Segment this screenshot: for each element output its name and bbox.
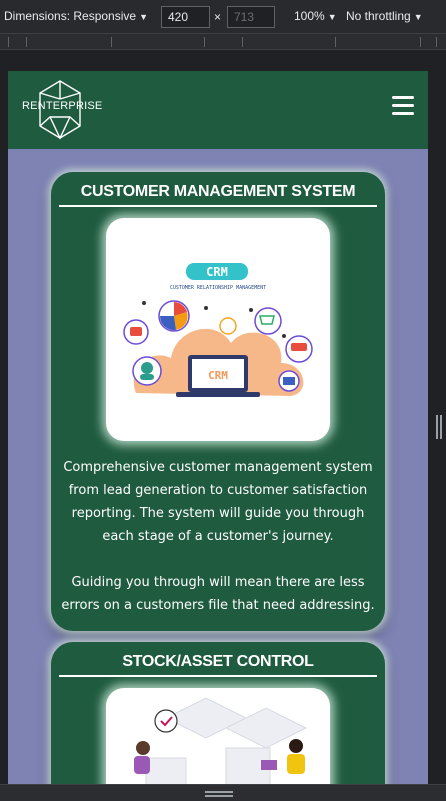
- crm-screen-text: CRM: [208, 369, 228, 382]
- chevron-down-icon: ▼: [413, 12, 423, 22]
- throttling-dropdown[interactable]: No throttling ▼: [346, 9, 423, 23]
- hamburger-bar: [392, 112, 414, 115]
- page-viewport: RENTERPRISE CUSTOMER MANAGEMENT SYSTEM C…: [8, 71, 428, 784]
- devtools-toolbar: Dimensions: Responsive ▼ 420 × 713 100% ▼ …: [0, 0, 446, 34]
- crm-subtitle-text: CUSTOMER RELATIONSHIP MANAGEMENT: [170, 285, 266, 291]
- logo-text: RENTERPRISE: [22, 100, 103, 112]
- hamburger-bar: [392, 104, 414, 107]
- service-card-stock: STOCK/ASSET CONTROL: [51, 642, 385, 784]
- stock-illustration: [106, 688, 330, 784]
- throttling-label: No throttling: [346, 9, 411, 23]
- width-input[interactable]: 420: [161, 6, 210, 28]
- chevron-down-icon: ▼: [139, 12, 148, 22]
- card-description: Comprehensive customer management system…: [59, 456, 377, 617]
- height-input[interactable]: 713: [227, 6, 275, 28]
- zoom-label: 100%: [294, 9, 325, 23]
- crm-badge-text: CRM: [206, 265, 228, 279]
- site-logo[interactable]: RENTERPRISE: [22, 79, 103, 141]
- dimensions-dropdown[interactable]: Dimensions: Responsive ▼: [4, 9, 148, 23]
- crm-illustration: CRM CUSTOMER RELATIONSHIP MANAGEMENT CRM: [106, 218, 330, 441]
- card-title: STOCK/ASSET CONTROL: [122, 653, 314, 670]
- resize-handle-side[interactable]: [436, 415, 438, 439]
- title-divider: [59, 675, 377, 677]
- devtools-bottom-bar: [0, 784, 446, 801]
- zoom-dropdown[interactable]: 100% ▼: [294, 9, 337, 23]
- menu-button[interactable]: [392, 96, 414, 116]
- logo-icon: [39, 80, 81, 140]
- dimensions-label: Dimensions: Responsive: [4, 9, 137, 23]
- crm-illustration-graphic: CRM CUSTOMER RELATIONSHIP MANAGEMENT CRM: [123, 263, 313, 397]
- times-symbol: ×: [214, 10, 222, 24]
- card-paragraph: Comprehensive customer management system…: [63, 460, 373, 544]
- hamburger-bar: [392, 96, 414, 99]
- resize-handle-bottom[interactable]: [205, 791, 233, 793]
- service-card-crm: CUSTOMER MANAGEMENT SYSTEM CRM CUSTOMER …: [51, 172, 385, 631]
- card-paragraph: Guiding you through will mean there are …: [61, 575, 375, 613]
- media-query-ruler: [0, 34, 446, 50]
- title-divider: [59, 205, 377, 207]
- site-navbar: RENTERPRISE: [8, 71, 428, 149]
- chevron-down-icon: ▼: [327, 12, 337, 22]
- stock-illustration-graphic: [134, 697, 308, 784]
- card-title: CUSTOMER MANAGEMENT SYSTEM: [80, 183, 356, 200]
